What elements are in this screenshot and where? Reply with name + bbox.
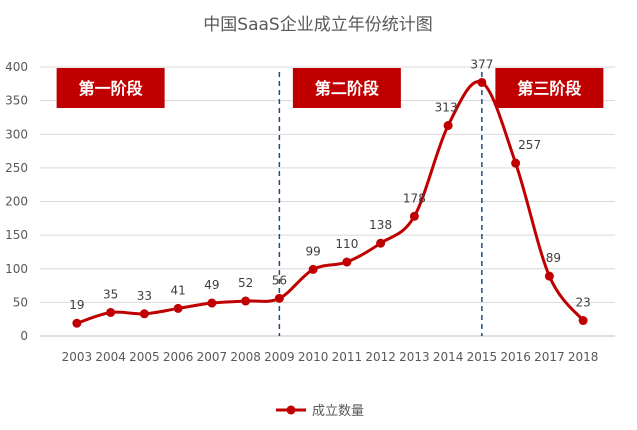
- x-tick-label: 2006: [163, 350, 194, 364]
- data-label: 377: [470, 57, 493, 71]
- data-point: [139, 309, 149, 319]
- data-point: [106, 307, 116, 317]
- x-tick-label: 2005: [129, 350, 160, 364]
- legend: 成立数量: [276, 404, 364, 419]
- y-tick-label: 50: [13, 295, 28, 309]
- series-group: 19 35 33 41 49 52 56 99 110 138 178 313 377 257 89 23: [69, 57, 591, 328]
- y-tick-label: 400: [5, 60, 28, 74]
- data-label: 23: [575, 296, 590, 310]
- x-tick-label: 2004: [95, 350, 126, 364]
- data-point: [72, 318, 82, 328]
- x-axis-ticks: 2003 2004 2005 2006 2007 2008 2009 2010 2011 2012…: [62, 350, 599, 364]
- x-tick-label: 2007: [197, 350, 228, 364]
- stage-box: [495, 68, 604, 108]
- data-point: [241, 296, 251, 306]
- data-label: 257: [518, 138, 541, 152]
- stage-label: 第三阶段: [517, 79, 582, 98]
- stage-dividers: [278, 72, 483, 336]
- x-tick-label: 2011: [332, 350, 363, 364]
- gridlines: [40, 66, 615, 337]
- x-tick-label: 2016: [500, 350, 531, 364]
- data-label: 52: [238, 276, 253, 290]
- data-label: 89: [546, 251, 561, 265]
- data-label: 178: [403, 191, 426, 205]
- data-label: 110: [335, 237, 358, 251]
- y-tick-label: 300: [5, 127, 28, 141]
- y-tick-label: 200: [5, 195, 28, 209]
- y-tick-label: 100: [5, 262, 28, 276]
- y-axis-ticks: 0 50 100 150 200 250 300 350 400: [5, 60, 28, 343]
- x-tick-label: 2018: [568, 350, 599, 364]
- data-point: [578, 316, 588, 326]
- legend-dot-marker: [286, 405, 296, 415]
- data-point: [308, 264, 318, 274]
- data-point: [544, 271, 554, 281]
- data-point: [274, 293, 284, 303]
- data-label: 313: [435, 101, 458, 115]
- x-tick-label: 2017: [534, 350, 565, 364]
- stage-label: 第二阶段: [315, 79, 380, 98]
- x-tick-label: 2014: [433, 350, 464, 364]
- x-tick-label: 2015: [467, 350, 498, 364]
- y-tick-label: 250: [5, 161, 28, 175]
- x-tick-label: 2010: [298, 350, 329, 364]
- series-line: [76, 80, 585, 325]
- data-label: 138: [369, 218, 392, 232]
- stage-annotations: 第一阶段 第二阶段 第三阶段: [56, 68, 604, 108]
- x-tick-label: 2009: [264, 350, 295, 364]
- data-label: 41: [170, 283, 185, 297]
- data-point: [409, 211, 419, 221]
- data-label: 49: [204, 278, 219, 292]
- x-tick-label: 2003: [62, 350, 93, 364]
- data-label: 19: [69, 298, 84, 312]
- data-label: 33: [137, 289, 152, 303]
- y-tick-label: 350: [5, 94, 28, 108]
- data-label: 35: [103, 287, 118, 301]
- stage-label: 第一阶段: [79, 79, 144, 98]
- y-tick-label: 150: [5, 228, 28, 242]
- stage-box: [292, 68, 401, 108]
- data-point: [342, 257, 352, 267]
- x-tick-label: 2008: [230, 350, 261, 364]
- data-point: [173, 303, 183, 313]
- stage-box: [56, 68, 165, 108]
- data-label: 99: [305, 244, 320, 258]
- data-label: 56: [272, 273, 287, 287]
- data-point: [511, 158, 521, 168]
- data-point: [376, 238, 386, 248]
- data-point: [207, 298, 217, 308]
- y-tick-label: 0: [20, 329, 28, 343]
- legend-label: 成立数量: [312, 404, 364, 419]
- chart-title: 中国SaaS企业成立年份统计图: [203, 15, 432, 35]
- x-tick-label: 2013: [399, 350, 430, 364]
- x-tick-label: 2012: [365, 350, 396, 364]
- data-point: [477, 77, 487, 87]
- data-point: [443, 121, 453, 131]
